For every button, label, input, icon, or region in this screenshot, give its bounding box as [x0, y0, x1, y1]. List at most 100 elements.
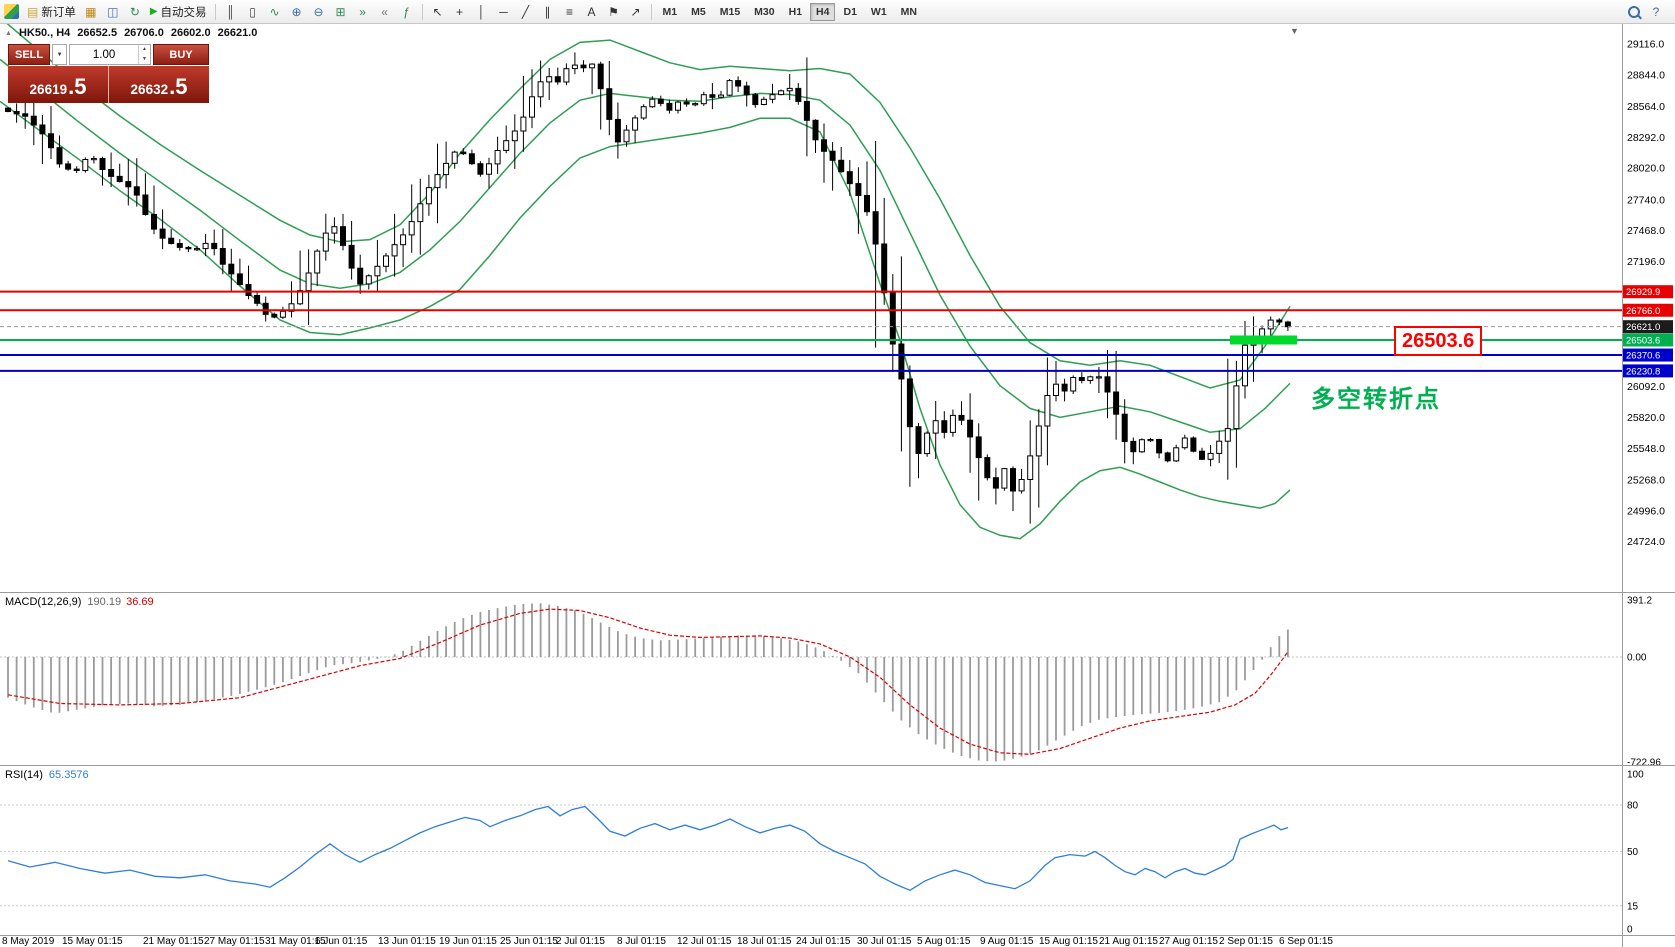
- macd-signal-value: 36.69: [126, 596, 154, 608]
- price-axis-label: 28020.0: [1627, 163, 1665, 175]
- ask-frac: .5: [169, 74, 188, 99]
- bid-main: 26619: [29, 82, 68, 97]
- toolbar-separator: [650, 3, 652, 20]
- close-value: 26621.0: [217, 27, 258, 39]
- time-axis-label: 12 Jul 01:15: [677, 936, 732, 947]
- volume-value: 1.00: [92, 48, 116, 61]
- help-icon[interactable]: ?: [1645, 2, 1667, 22]
- hline-26766.0[interactable]: 26766.0: [0, 303, 1673, 317]
- new-order-button[interactable]: ▤ 新订单: [23, 2, 80, 22]
- indicators-icon: ƒ: [403, 4, 410, 19]
- autotrading-button[interactable]: ▶ 自动交易: [146, 2, 211, 22]
- tile-windows-icon[interactable]: ⊞: [330, 2, 352, 22]
- spin-down-icon[interactable]: ▼: [142, 55, 147, 62]
- chart-shift-icon[interactable]: «: [374, 2, 396, 22]
- time-axis[interactable]: 8 May 2019 15 May 01:15 21 May 01:15 27 May…: [0, 936, 1622, 947]
- price-callout-box[interactable]: 26503.6: [1394, 326, 1483, 356]
- price-axis-label: 27196.0: [1627, 256, 1665, 268]
- autoscroll-icon[interactable]: »: [352, 2, 374, 22]
- price-scale-border: [1622, 24, 1623, 947]
- timeframe-toolbar-group: M1 M5 M15 M30 H1 H4 D1 W1 MN: [656, 2, 924, 21]
- rsi-panel[interactable]: 100 80 50 15 0: [0, 766, 1675, 935]
- hline-26503.6[interactable]: 26503.6: [0, 333, 1673, 347]
- channel-icon[interactable]: ∥: [537, 2, 559, 22]
- ask-price[interactable]: 26632 .5: [108, 66, 209, 103]
- horizontal-line-icon[interactable]: ─: [493, 2, 515, 22]
- price-axis-label: 25548.0: [1627, 443, 1665, 455]
- text-icon[interactable]: A: [581, 2, 603, 22]
- zoom-in-icon[interactable]: ⊕: [286, 2, 308, 22]
- trendline-icon[interactable]: ╱: [515, 2, 537, 22]
- rsi-value: 65.3576: [48, 769, 89, 781]
- panel-separator[interactable]: [0, 935, 1675, 936]
- profiles-icon[interactable]: ◫: [102, 2, 124, 22]
- refresh-icon[interactable]: ↻: [124, 2, 146, 22]
- macd-histogram: [7, 603, 1289, 762]
- turning-point-text[interactable]: 多空转折点: [1311, 386, 1441, 413]
- toolbar-separator: [421, 3, 423, 20]
- autoscroll-icon: »: [359, 4, 366, 19]
- hline-26230.8[interactable]: 26230.8: [0, 364, 1673, 378]
- sell-button[interactable]: SELL: [8, 44, 51, 65]
- volume-dropdown[interactable]: ▼: [52, 44, 68, 65]
- volume-input[interactable]: 1.00 ▲ ▼: [69, 44, 151, 65]
- timeframe-h1-button[interactable]: H1: [783, 3, 808, 21]
- crosshair-icon: +: [456, 4, 464, 19]
- time-axis-label: 6 Sep 01:15: [1279, 936, 1333, 947]
- bollinger-upper-band: [6, 24, 1291, 389]
- one-click-collapse-arrow[interactable]: ▲: [5, 29, 12, 37]
- time-axis-label: 8 Jul 01:15: [617, 936, 666, 947]
- bid-price[interactable]: 26619 .5: [8, 66, 108, 103]
- candles: [5, 52, 1291, 524]
- support-zone-highlight[interactable]: [1230, 335, 1297, 345]
- price-axis-label: 25268.0: [1627, 475, 1665, 487]
- macd-panel[interactable]: 391.2 0.00 -722.96: [0, 593, 1675, 765]
- vertical-line-icon[interactable]: │: [471, 2, 493, 22]
- profiles-icon: ◫: [107, 4, 119, 19]
- timeframe-m30-button[interactable]: M30: [748, 3, 780, 21]
- time-axis-label: 2 Jul 01:15: [556, 936, 605, 947]
- timeframe-w1-button[interactable]: W1: [865, 3, 893, 21]
- search-icon[interactable]: [1623, 2, 1645, 22]
- panel-separator[interactable]: [0, 592, 1675, 593]
- hline-26621.0[interactable]: 26621.0: [0, 320, 1673, 334]
- cursor-icon[interactable]: ↖: [427, 2, 449, 22]
- new-chart-icon[interactable]: ▦: [80, 2, 102, 22]
- volume-stepper[interactable]: ▲ ▼: [138, 45, 150, 64]
- svg-text:26230.8: 26230.8: [1626, 366, 1660, 377]
- timeframe-mn-button[interactable]: MN: [895, 3, 923, 21]
- svg-text:26621.0: 26621.0: [1626, 322, 1660, 333]
- zoom-out-icon[interactable]: ⊖: [308, 2, 330, 22]
- arrows-icon[interactable]: ↗: [625, 2, 647, 22]
- spin-up-icon[interactable]: ▲: [142, 46, 147, 53]
- line-chart-icon[interactable]: ∿: [264, 2, 286, 22]
- bar-chart-icon[interactable]: ║: [220, 2, 242, 22]
- price-axis-label: 28844.0: [1627, 69, 1665, 81]
- bollinger-middle-band: [0, 58, 1291, 433]
- hline-26929.9[interactable]: 26929.9: [0, 285, 1673, 299]
- drawing-toolbar-group: ↖ + │ ─ ╱ ∥ ≡ A ⚑ ↗: [427, 2, 647, 22]
- hline-26370.6[interactable]: 26370.6: [0, 348, 1673, 362]
- trendline-icon: ╱: [521, 4, 530, 19]
- crosshair-icon[interactable]: +: [449, 2, 471, 22]
- timeframe-m15-button[interactable]: M15: [714, 3, 746, 21]
- timeframe-h4-button[interactable]: H4: [810, 2, 836, 21]
- svg-text:26503.6: 26503.6: [1626, 335, 1660, 346]
- time-axis-label: 19 Jun 01:15: [439, 936, 497, 947]
- panel-separator[interactable]: [0, 765, 1675, 766]
- chart-toolbar-group: ║ ▯ ∿ ⊕ ⊖ ⊞ » « ƒ: [220, 2, 418, 22]
- label-icon[interactable]: ⚑: [603, 2, 625, 22]
- time-axis-label: 24 Jul 01:15: [796, 936, 851, 947]
- candlestick-icon[interactable]: ▯: [242, 2, 264, 22]
- timeframe-d1-button[interactable]: D1: [837, 3, 862, 21]
- buy-button[interactable]: BUY: [153, 44, 209, 65]
- ask-main: 26632: [130, 82, 169, 97]
- chart-scroll-marker[interactable]: ▼: [1290, 26, 1299, 36]
- price-chart-panel[interactable]: 29116.0 28844.0 28564.0 28292.0 28020.0 27740…: [0, 24, 1675, 592]
- new-order-label: 新订单: [41, 6, 76, 19]
- indicators-icon[interactable]: ƒ: [396, 2, 418, 22]
- toolbar: ▤ 新订单 ▦ ◫ ↻ ▶ 自动交易 ║ ▯ ∿ ⊕ ⊖ ⊞ » « ƒ ↖ + │ ─ ╱ ∥ ≡ A ⚑ ↗ M1…: [0, 0, 1675, 24]
- timeframe-m5-button[interactable]: M5: [685, 3, 712, 21]
- timeframe-m1-button[interactable]: M1: [657, 3, 684, 21]
- fibonacci-icon[interactable]: ≡: [559, 2, 581, 22]
